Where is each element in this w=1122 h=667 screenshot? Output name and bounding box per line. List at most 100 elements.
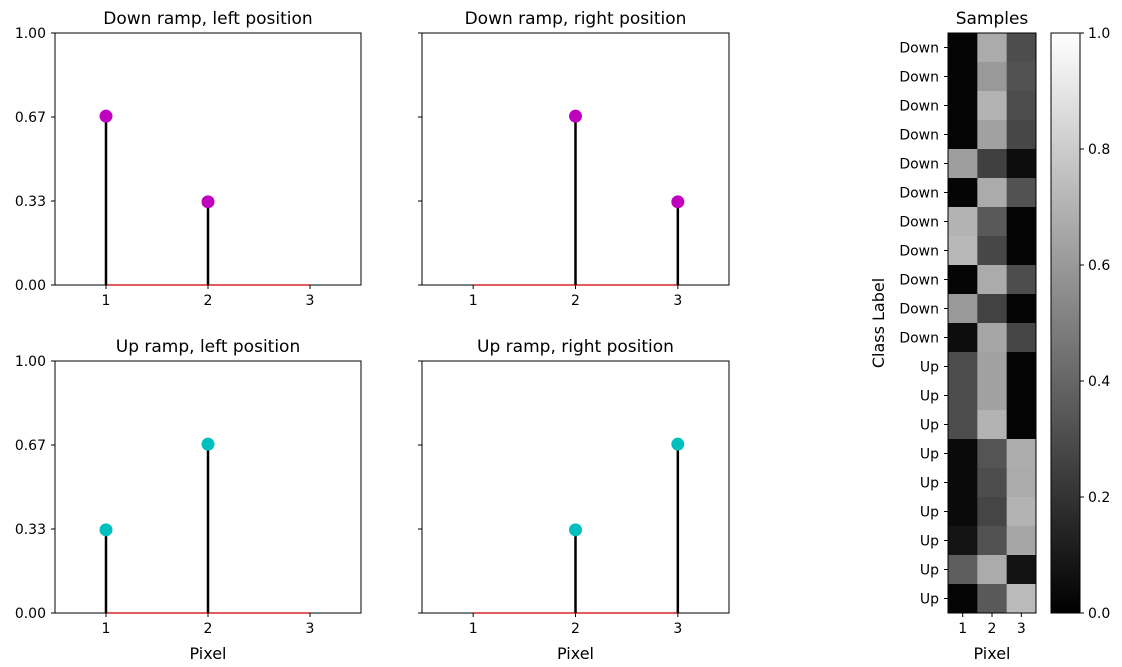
heatmap-cell bbox=[948, 410, 978, 440]
row-label: Up bbox=[920, 360, 939, 376]
column-label: 1 bbox=[958, 621, 967, 637]
stem-panel: Down ramp, right position 1 2 3 bbox=[418, 9, 730, 309]
row-label: Down bbox=[899, 99, 939, 115]
y-tick-label: 0.00 bbox=[15, 606, 46, 622]
heatmap-cell bbox=[948, 120, 978, 150]
x-tick-label: 2 bbox=[571, 621, 580, 637]
y-tick-label: 0.67 bbox=[15, 438, 46, 454]
heatmap-cell bbox=[948, 526, 978, 556]
heatmap-cell bbox=[1006, 91, 1037, 121]
heatmap-cell bbox=[977, 410, 1008, 440]
row-label: Down bbox=[899, 273, 939, 289]
panel-title: Up ramp, right position bbox=[477, 337, 674, 357]
y-tick-label: 0.33 bbox=[15, 522, 46, 538]
colorbar-tick-label: 0.2 bbox=[1088, 490, 1110, 506]
x-tick-label: 2 bbox=[571, 293, 580, 309]
stem-panel: Up ramp, left position 1 2 3 0.00 0.33 0.67 1.0… bbox=[15, 337, 362, 663]
stem-marker bbox=[569, 523, 582, 537]
panel-title: Up ramp, left position bbox=[116, 337, 300, 357]
x-tick-label: 3 bbox=[306, 621, 315, 637]
stem-marker bbox=[201, 437, 215, 451]
stem-marker bbox=[99, 109, 113, 123]
heatmap-cell bbox=[977, 497, 1008, 527]
stem-marker bbox=[201, 195, 215, 209]
row-label: Up bbox=[920, 534, 939, 550]
heatmap-cell bbox=[977, 236, 1008, 266]
heatmap-cell bbox=[948, 352, 978, 382]
y-tick-label: 1.00 bbox=[15, 26, 46, 42]
row-label: Up bbox=[920, 447, 939, 463]
x-tick-label: 1 bbox=[469, 293, 478, 309]
stem-marker bbox=[569, 109, 582, 123]
heatmap-cell bbox=[1006, 381, 1037, 411]
heatmap-cell bbox=[948, 555, 978, 585]
row-label: Down bbox=[899, 215, 939, 231]
heatmap-cell bbox=[1006, 120, 1037, 150]
heatmap-cell bbox=[977, 584, 1008, 614]
y-tick-label: 1.00 bbox=[15, 354, 46, 370]
heatmap-cell bbox=[1006, 468, 1037, 498]
x-axis-label: Pixel bbox=[557, 644, 594, 663]
x-tick-label: 1 bbox=[469, 621, 478, 637]
heatmap-cell bbox=[1006, 33, 1037, 63]
heatmap-cell bbox=[948, 62, 978, 92]
x-tick-label: 2 bbox=[204, 293, 213, 309]
heatmap-cell bbox=[977, 439, 1008, 469]
row-label: Up bbox=[920, 418, 939, 434]
heatmap-cell bbox=[977, 323, 1008, 353]
row-label: Down bbox=[899, 302, 939, 318]
y-tick-label: 0.67 bbox=[15, 110, 46, 126]
heatmap-cell bbox=[1006, 323, 1037, 353]
colorbar-tick-label: 0.4 bbox=[1088, 374, 1110, 390]
heatmap-cell bbox=[977, 294, 1008, 324]
heatmap-cell bbox=[948, 33, 978, 63]
row-label: Down bbox=[899, 128, 939, 144]
heatmap-cell bbox=[977, 381, 1008, 411]
row-label: Down bbox=[899, 186, 939, 202]
panel-title: Down ramp, right position bbox=[465, 9, 687, 29]
heatmap-cell bbox=[977, 120, 1008, 150]
colorbar-tick-label: 0.0 bbox=[1088, 606, 1110, 622]
heatmap-cell bbox=[1006, 497, 1037, 527]
stem-marker bbox=[671, 195, 685, 209]
row-label: Down bbox=[899, 244, 939, 260]
heatmap-cell bbox=[1006, 439, 1037, 469]
heatmap-cell bbox=[977, 149, 1008, 179]
colorbar bbox=[1050, 32, 1081, 614]
heatmap-cell bbox=[977, 91, 1008, 121]
row-label: Down bbox=[899, 331, 939, 347]
row-label: Down bbox=[899, 41, 939, 57]
colorbar-tick-label: 0.6 bbox=[1088, 258, 1110, 274]
panel-title: Down ramp, left position bbox=[103, 9, 312, 29]
heatmap-cell bbox=[1006, 62, 1037, 92]
heatmap-cell bbox=[977, 62, 1008, 92]
heatmap-cell bbox=[948, 381, 978, 411]
heatmap-cell bbox=[948, 323, 978, 353]
x-tick-label: 1 bbox=[102, 621, 111, 637]
heatmap-cell bbox=[1006, 236, 1037, 266]
heatmap-cell bbox=[1006, 526, 1037, 556]
colorbar-tick-label: 0.8 bbox=[1088, 142, 1110, 158]
heatmap-cell bbox=[977, 526, 1008, 556]
heatmap-cells bbox=[948, 33, 1037, 614]
stem-marker bbox=[99, 523, 113, 537]
heatmap-cell bbox=[977, 265, 1008, 295]
heatmap-cell bbox=[1006, 410, 1037, 440]
heatmap-cell bbox=[1006, 584, 1037, 614]
row-label: Up bbox=[920, 476, 939, 492]
heatmap-x-label: Pixel bbox=[973, 644, 1010, 663]
row-label: Up bbox=[920, 505, 939, 521]
y-tick-label: 0.00 bbox=[15, 278, 46, 294]
heatmap-cell bbox=[977, 468, 1008, 498]
heatmap-cell bbox=[948, 497, 978, 527]
heatmap-cell bbox=[977, 33, 1008, 63]
colorbar-tick-label: 1.0 bbox=[1088, 26, 1110, 42]
heatmap-cell bbox=[1006, 207, 1037, 237]
row-label: Down bbox=[899, 157, 939, 173]
heatmap-cell bbox=[977, 555, 1008, 585]
heatmap-cell bbox=[1006, 149, 1037, 179]
y-tick-label: 0.33 bbox=[15, 194, 46, 210]
x-tick-label: 2 bbox=[204, 621, 213, 637]
heatmap-cell bbox=[948, 207, 978, 237]
column-label: 2 bbox=[988, 621, 997, 637]
